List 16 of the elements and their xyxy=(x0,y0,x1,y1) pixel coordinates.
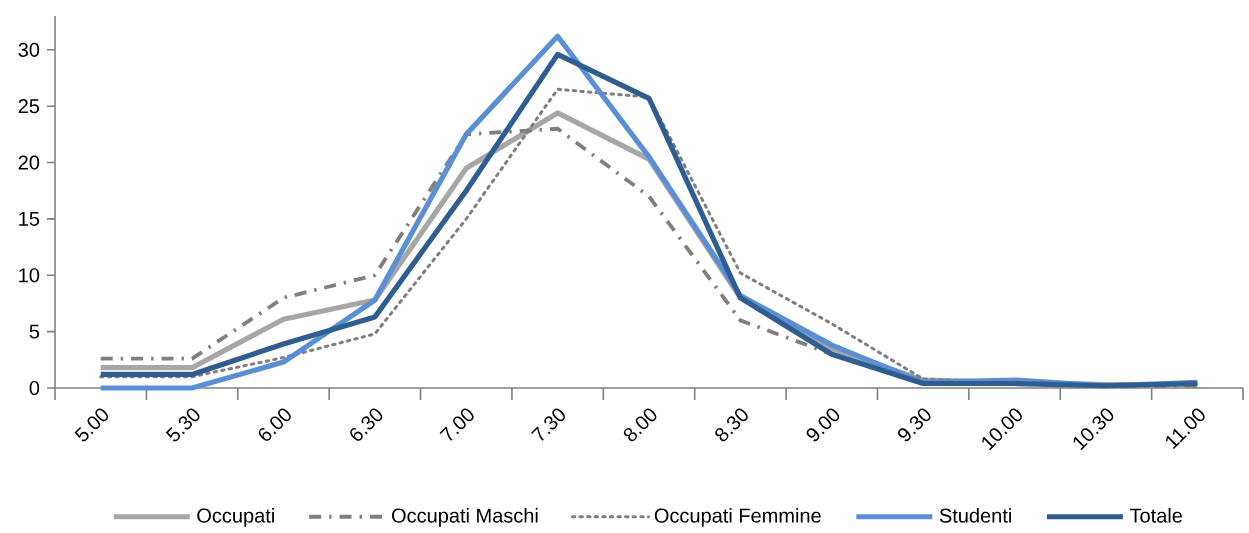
x-tick-label: 7.30 xyxy=(530,408,565,441)
y-tick-label: 10 xyxy=(19,267,40,283)
legend-label: Occupati Femmine xyxy=(654,507,821,527)
y-tick-label: 5 xyxy=(29,324,40,339)
y-tick-label: 20 xyxy=(18,155,40,170)
y-tick-label: 25 xyxy=(18,98,40,114)
legend-label: Totale xyxy=(1129,507,1182,523)
y-tick-label: 0 xyxy=(29,380,40,395)
legend-label: Occupati xyxy=(197,507,274,527)
legend-label: Occupati Maschi xyxy=(391,507,538,527)
x-tick-label: 7.00 xyxy=(439,408,474,441)
x-tick-label: 6.00 xyxy=(258,408,291,441)
y-tick-label: 30 xyxy=(18,42,40,57)
y-tick-label: 15 xyxy=(19,211,40,226)
legend-label: Studenti xyxy=(939,507,1011,523)
x-tick-label: 6.30 xyxy=(350,408,383,441)
